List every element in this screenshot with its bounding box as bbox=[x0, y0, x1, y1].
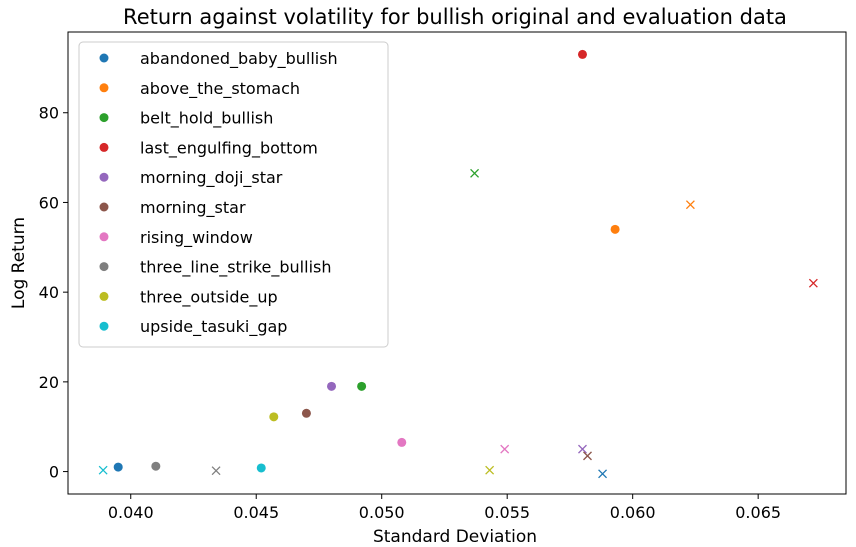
legend-marker bbox=[99, 83, 109, 93]
legend-item-three_outside_up: three_outside_up bbox=[99, 287, 278, 307]
legend-marker bbox=[99, 232, 109, 242]
point-evaluation-belt_hold_bullish bbox=[470, 168, 480, 178]
x-tick-label: 0.060 bbox=[610, 503, 656, 522]
y-tick-label: 60 bbox=[39, 193, 59, 212]
point-original-above_the_stomach bbox=[610, 224, 620, 234]
legend-marker bbox=[99, 262, 109, 272]
x-tick-label: 0.065 bbox=[735, 503, 781, 522]
x-axis: 0.040 0.045 0.050 0.055 0.060 0.065 bbox=[108, 494, 781, 522]
point-evaluation-morning_star bbox=[583, 451, 592, 461]
legend-marker bbox=[99, 172, 109, 182]
y-tick-label: 80 bbox=[39, 104, 59, 123]
legend-label: three_outside_up bbox=[140, 287, 278, 307]
legend-item-morning_doji_star: morning_doji_star bbox=[99, 168, 283, 188]
x-tick-label: 0.050 bbox=[359, 503, 405, 522]
legend-item-three_line_strike_bullish: three_line_strike_bullish bbox=[99, 258, 331, 278]
legend-marker bbox=[99, 53, 109, 63]
y-tick-label: 20 bbox=[39, 373, 59, 392]
legend-item-above_the_stomach: above_the_stomach bbox=[99, 79, 300, 99]
x-tick-label: 0.045 bbox=[233, 503, 279, 522]
point-original-belt_hold_bullish bbox=[357, 381, 367, 391]
y-tick-label: 0 bbox=[49, 463, 59, 482]
point-original-morning_star bbox=[301, 408, 311, 418]
plot-area bbox=[67, 31, 847, 495]
legend-item-upside_tasuki_gap: upside_tasuki_gap bbox=[99, 317, 287, 337]
plot-frame bbox=[67, 31, 847, 495]
legend-label: three_line_strike_bullish bbox=[140, 258, 331, 278]
legend-label: upside_tasuki_gap bbox=[140, 317, 287, 337]
point-original-abandoned_baby_bullish bbox=[113, 462, 123, 472]
point-evaluation-upside_tasuki_gap bbox=[98, 465, 108, 475]
legend-label: morning_doji_star bbox=[140, 168, 283, 188]
legend-item-abandoned_baby_bullish: abandoned_baby_bullish bbox=[99, 49, 338, 69]
legend-item-belt_hold_bullish: belt_hold_bullish bbox=[99, 109, 273, 129]
point-evaluation-last_engulfing_bottom bbox=[808, 278, 818, 288]
point-original-upside_tasuki_gap bbox=[256, 463, 266, 473]
point-evaluation-three_outside_up bbox=[485, 465, 495, 475]
legend: abandoned_baby_bullish above_the_stomachb… bbox=[78, 41, 389, 348]
legend-frame bbox=[78, 41, 389, 348]
point-original-three_outside_up bbox=[269, 412, 279, 422]
legend-label: last_engulfing_bottom bbox=[140, 138, 318, 158]
y-axis-label: Log Return bbox=[9, 217, 29, 309]
legend-marker bbox=[99, 202, 109, 212]
legend-item-rising_window: rising_window bbox=[99, 228, 253, 248]
legend-item-morning_star: morning_star bbox=[99, 198, 246, 218]
point-original-rising_window bbox=[397, 437, 407, 447]
y-axis: 0 20 40 60 80 bbox=[39, 104, 68, 482]
legend-marker bbox=[99, 291, 109, 301]
legend-label: abandoned_baby_bullish bbox=[140, 49, 338, 69]
legend-marker bbox=[99, 142, 109, 152]
point-evaluation-rising_window bbox=[500, 444, 510, 454]
point-original-last_engulfing_bottom bbox=[577, 49, 587, 59]
point-evaluation-three_line_strike_bullish bbox=[211, 466, 221, 476]
x-tick-label: 0.055 bbox=[484, 503, 530, 522]
x-axis-label: Standard Deviation bbox=[373, 527, 537, 547]
point-evaluation-above_the_stomach bbox=[685, 200, 695, 210]
legend-label: above_the_stomach bbox=[140, 79, 300, 99]
point-evaluation-abandoned_baby_bullish bbox=[598, 469, 608, 479]
legend-marker bbox=[99, 321, 109, 331]
x-tick-label: 0.040 bbox=[108, 503, 154, 522]
legend-item-last_engulfing_bottom: last_engulfing_bottom bbox=[99, 138, 318, 158]
point-evaluation-morning_doji_star bbox=[578, 444, 587, 454]
legend-label: rising_window bbox=[140, 228, 253, 248]
legend-label: morning_star bbox=[140, 198, 246, 218]
chart-title: Return against volatility for bullish or… bbox=[123, 5, 787, 29]
legend-label: belt_hold_bullish bbox=[140, 109, 273, 129]
point-original-morning_doji_star bbox=[327, 381, 337, 391]
y-tick-label: 40 bbox=[39, 283, 59, 302]
point-original-three_line_strike_bullish bbox=[151, 461, 161, 471]
legend-marker bbox=[99, 113, 109, 123]
